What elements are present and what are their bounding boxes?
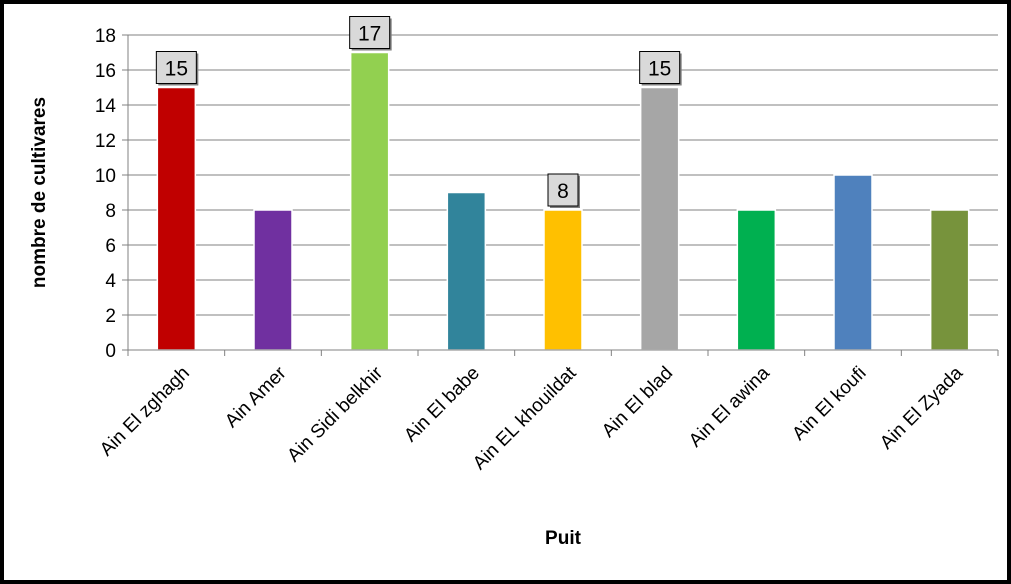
data-label-box	[547, 173, 579, 207]
y-tick-label: 18	[95, 26, 116, 47]
bar	[929, 209, 970, 351]
y-tick-label: 12	[95, 131, 116, 152]
y-tick-label: 14	[95, 96, 117, 117]
data-label-text: 15	[165, 58, 188, 81]
x-category-label: Ain EL khouildat	[469, 362, 581, 474]
bar	[543, 209, 583, 351]
data-label-text: 8	[557, 180, 569, 203]
x-category-label: Ain El zghagh	[96, 363, 194, 461]
y-tick-label: 10	[95, 166, 116, 187]
data-labels: 15 17 8 15	[155, 16, 682, 208]
y-tick-label: 16	[95, 61, 116, 82]
y-tick-label: 0	[105, 341, 116, 362]
data-label: 15	[639, 51, 682, 86]
y-axis-title: nombre de cultivares	[29, 97, 50, 288]
y-tick-label: 6	[105, 236, 116, 257]
x-category-label: Ain Sidi belkhir	[283, 362, 387, 466]
y-tick-label: 4	[105, 271, 116, 292]
bar	[446, 191, 487, 351]
data-label-box	[639, 51, 681, 84]
data-label-text: 17	[358, 23, 381, 46]
bar	[833, 174, 873, 351]
data-label-box	[349, 16, 391, 49]
x-category-label: Ain El koufi	[788, 363, 870, 445]
x-category-label: Ain Amer	[221, 362, 291, 432]
data-label-box	[155, 51, 197, 84]
bar	[349, 51, 390, 351]
y-tick-label: 8	[105, 201, 116, 222]
y-tick-label: 2	[105, 306, 116, 327]
x-axis-title: Puit	[545, 528, 582, 549]
data-label-text: 15	[648, 58, 671, 81]
x-category-label: Ain El awina	[685, 362, 774, 451]
data-label: 8	[547, 173, 580, 208]
bar	[639, 86, 680, 351]
x-category-label: Ain El Zyada	[876, 362, 967, 453]
bars	[156, 51, 970, 351]
bar	[736, 209, 777, 351]
x-category-label: Ain El babe	[400, 363, 484, 447]
x-category-label: Ain El blad	[598, 363, 677, 442]
data-label: 17	[349, 16, 392, 51]
bar	[156, 86, 197, 351]
data-label: 15	[155, 51, 199, 86]
bar	[253, 209, 293, 351]
